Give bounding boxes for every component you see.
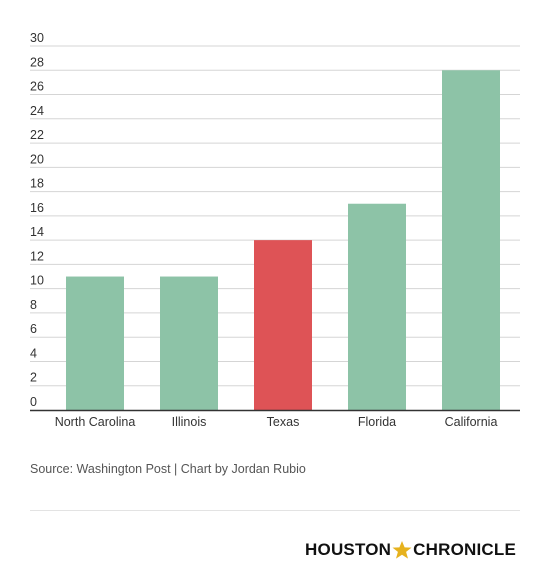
y-tick-label: 26: [30, 80, 44, 94]
bar-illinois: [160, 276, 218, 410]
star-icon: [392, 541, 412, 559]
bar-north-carolina: [66, 276, 124, 410]
y-tick-label: 12: [30, 249, 44, 263]
x-tick-label: Texas: [267, 415, 300, 429]
y-tick-label: 10: [30, 274, 44, 288]
source-credit: Source: Washington Post | Chart by Jorda…: [30, 462, 306, 476]
bar-texas: [254, 240, 312, 410]
y-tick-label: 16: [30, 201, 44, 215]
footer-divider: [30, 510, 520, 511]
bar-chart: 0 2 4 6 8 10 12 14 16 18 20 22 24 26 28 30 North Carolin…: [30, 31, 520, 429]
bar-florida: [348, 203, 406, 410]
logo-right-word: CHRONICLE: [413, 540, 516, 559]
y-tick-label: 6: [30, 322, 37, 336]
y-tick-label: 24: [30, 104, 44, 118]
y-tick-label: 0: [30, 395, 37, 409]
y-tick-label: 2: [30, 371, 37, 385]
y-tick-label: 8: [30, 298, 37, 312]
y-tick-label: 30: [30, 31, 44, 45]
y-tick-label: 22: [30, 128, 44, 142]
y-tick-label: 20: [30, 152, 44, 166]
x-tick-label: California: [445, 415, 498, 429]
bar-california: [442, 70, 500, 411]
y-tick-label: 18: [30, 177, 44, 191]
x-tick-label: North Carolina: [55, 415, 136, 429]
y-tick-label: 14: [30, 225, 44, 239]
x-tick-label: Florida: [358, 415, 396, 429]
houston-chronicle-logo: HOUSTON CHRONICLE: [305, 537, 516, 563]
y-tick-label: 4: [30, 346, 37, 360]
logo-left-word: HOUSTON: [305, 540, 392, 559]
y-tick-label: 28: [30, 55, 44, 69]
x-tick-label: Illinois: [172, 415, 207, 429]
